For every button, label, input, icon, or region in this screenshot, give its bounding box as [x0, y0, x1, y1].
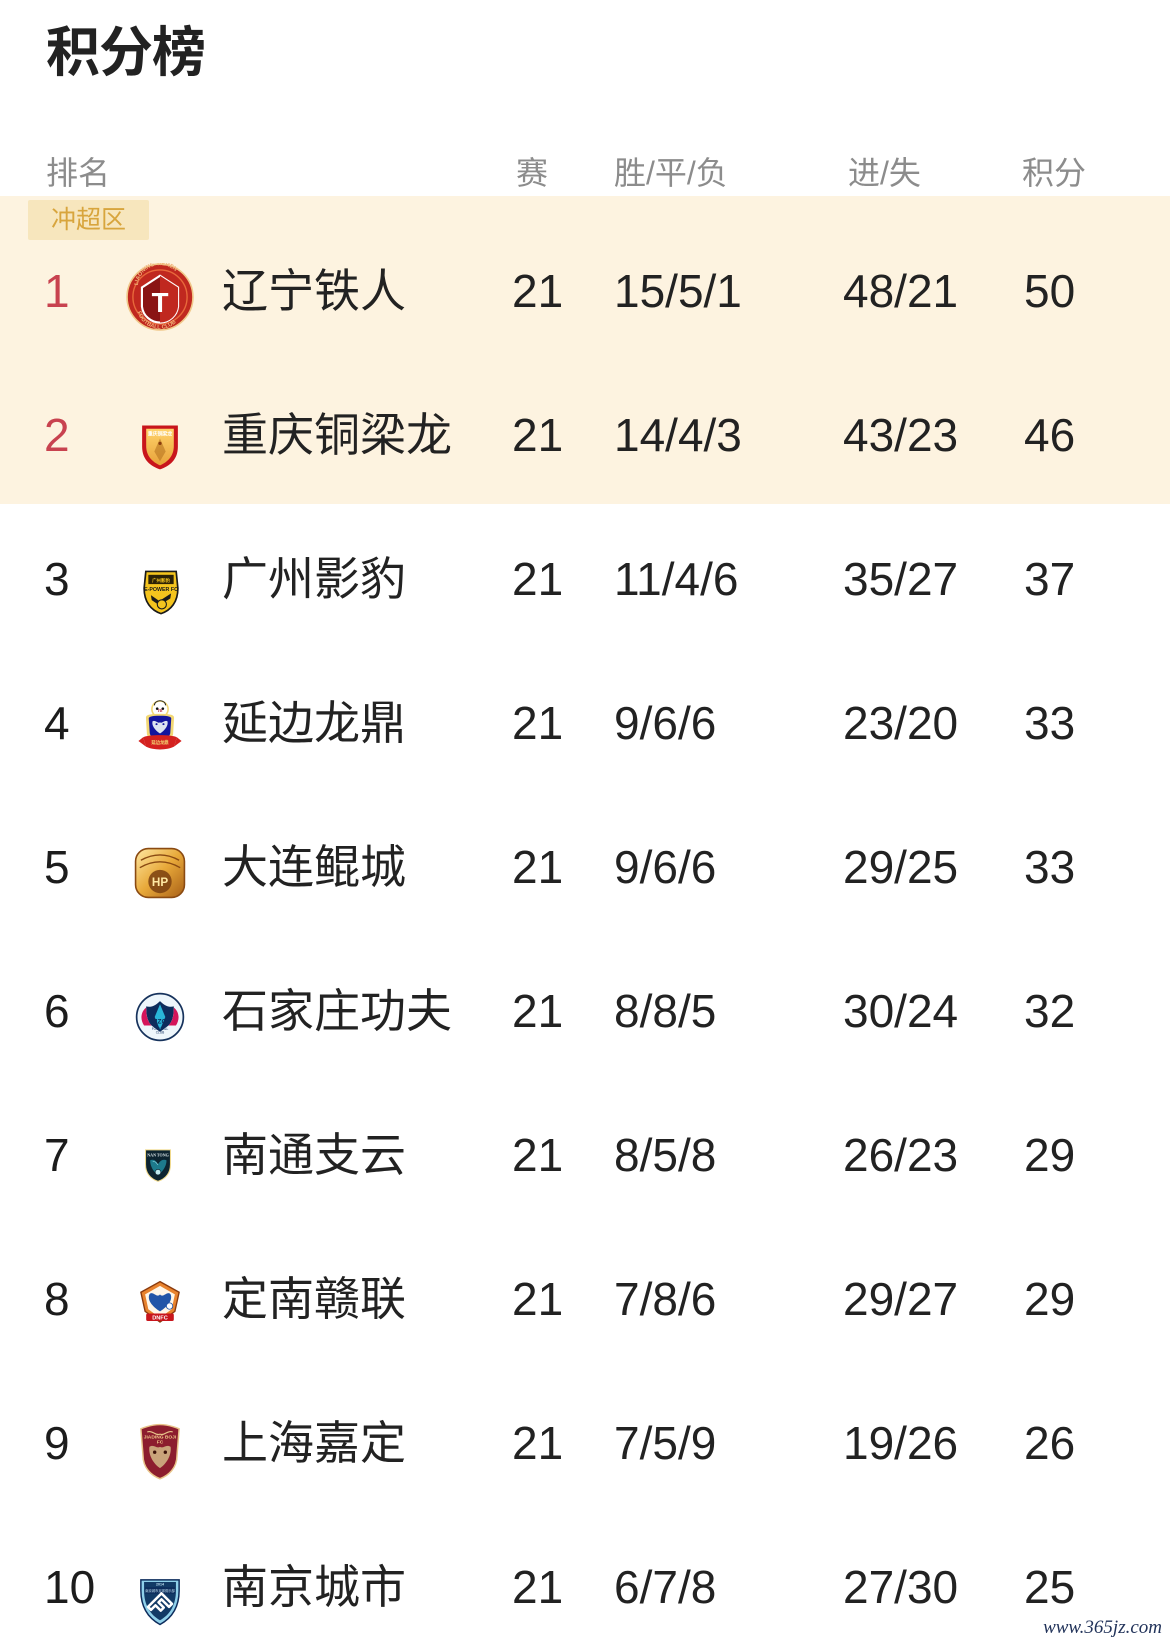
svg-text:CLUB: CLUB: [156, 1030, 164, 1034]
svg-text:FC: FC: [157, 1440, 164, 1446]
svg-text:YB: YB: [158, 709, 163, 713]
svg-text:2014: 2014: [156, 1583, 164, 1587]
svg-text:HP: HP: [152, 876, 168, 889]
svg-text:广州影豹: 广州影豹: [152, 577, 170, 584]
svg-text:南京城市足球俱乐部: 南京城市足球俱乐部: [145, 1588, 175, 1593]
svg-text:E-POWER FC: E-POWER FC: [144, 587, 178, 593]
svg-text:JIADING BOJI: JIADING BOJI: [144, 1434, 177, 1440]
svg-text:T: T: [152, 287, 169, 318]
svg-text:延边龙鼎: 延边龙鼎: [150, 739, 168, 746]
svg-text:SJZGF: SJZGF: [149, 1018, 171, 1025]
svg-text:NAN TONG: NAN TONG: [147, 1152, 169, 1157]
svg-text:DNFC: DNFC: [152, 1315, 168, 1321]
